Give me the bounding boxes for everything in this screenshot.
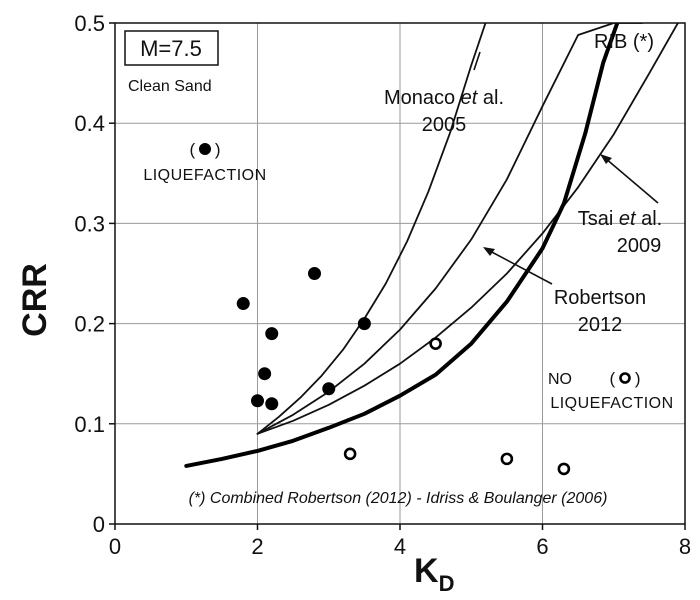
y-axis-title: CRR: [16, 263, 54, 337]
no-liquefaction-point-1: [429, 337, 442, 350]
no-liquefaction-line1: NO: [548, 371, 572, 388]
x-axis-title: KD: [414, 552, 454, 596]
curve-robertson-2012: [256, 23, 644, 435]
robertson-label: Robertson: [554, 287, 646, 309]
x-tick-label-4: 8: [679, 534, 691, 559]
curve-rib: [184, 23, 620, 468]
curve-tsai-et-al-2009: [256, 23, 679, 435]
footnote: (*) Combined Robertson (2012) - Idriss &…: [189, 490, 608, 507]
no-liquefaction-point-3: [557, 462, 571, 476]
no-liquefaction-legend-marker: [619, 372, 631, 384]
y-tick-label-3: 0.3: [74, 211, 105, 236]
y-tick-label-5: 0.5: [74, 11, 105, 36]
y-tick-label-0: 0: [93, 512, 105, 537]
soil-label: Clean Sand: [128, 78, 212, 95]
liquefaction-point-3: [265, 327, 279, 341]
magnitude-box: [124, 30, 219, 66]
liquefaction-legend-label: LIQUEFACTION: [143, 167, 266, 184]
tsai-pointer: [604, 157, 659, 204]
liquefaction-point-6: [322, 382, 336, 396]
tsai-arrowhead: [600, 154, 612, 164]
rib-label: RIB (*): [594, 31, 654, 53]
monaco-year: 2005: [422, 114, 467, 136]
no-liquefaction-point-0: [343, 447, 357, 461]
x-tick-label-2: 4: [394, 534, 406, 559]
y-tick-label-1: 0.1: [74, 412, 105, 437]
y-tick-label-4: 0.4: [74, 111, 105, 136]
robertson-arrowhead: [483, 247, 495, 256]
no-liquefaction-point-2: [500, 452, 514, 466]
tsai-year: 2009: [617, 235, 662, 257]
data-points: [236, 267, 571, 476]
x-tick-label-3: 6: [536, 534, 548, 559]
magnitude-label: M=7.5: [140, 36, 202, 61]
monaco-label: Monaco et al.: [384, 87, 504, 109]
x-tick-label-0: 0: [109, 534, 121, 559]
tsai-label: Tsai et al.: [578, 208, 663, 230]
monaco-pointer: [473, 51, 481, 71]
liquefaction-point-0: [236, 297, 250, 311]
liquefaction-point-2: [258, 367, 272, 381]
curve-monaco-et-al-2005: [256, 23, 487, 435]
liquefaction-point-1: [251, 394, 264, 408]
axis-ticks: 0 2 4 6 8 0 0.1 0.2 0.3 0.4 0.5: [74, 11, 691, 559]
liquefaction-point-5: [308, 267, 321, 280]
robertson-year: 2012: [578, 314, 623, 336]
liquefaction-legend-marker: [199, 143, 211, 155]
no-liquefaction-line2: LIQUEFACTION: [550, 395, 673, 412]
y-tick-label-2: 0.2: [74, 312, 105, 337]
x-tick-label-1: 2: [251, 534, 263, 559]
liquefaction-point-4: [265, 397, 279, 411]
liquefaction-point-7: [357, 317, 371, 331]
robertson-pointer: [487, 249, 553, 285]
curves: [184, 23, 679, 468]
